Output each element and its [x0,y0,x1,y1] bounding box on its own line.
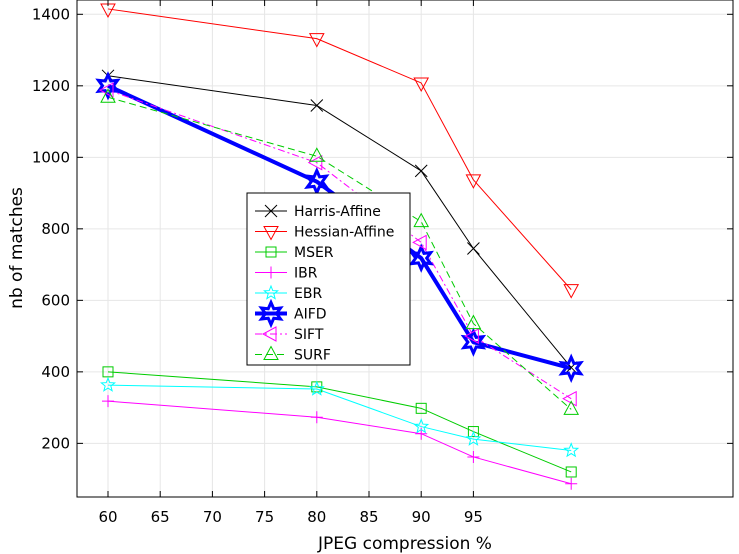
legend-marker-harris-affine [264,204,278,218]
x-axis-label: JPEG compression % [317,534,492,554]
legend-label-mser: MSER [294,245,334,261]
legend-marker-aifd [258,298,284,329]
point-aifd-95 [460,327,487,357]
x-tick-label-60: 60 [98,508,117,526]
legend-marker-hessian-affine [263,226,279,241]
point-hessian-affine-80 [308,33,325,48]
point-ebr-80 [308,380,325,396]
series-lines [107,8,572,485]
point-sift-80 [307,154,323,171]
legend-marker-sift [261,326,277,342]
point-ibr-60 [102,395,114,408]
y-tick-label-1400: 1400 [32,5,70,23]
legend-marker-mser [265,246,277,258]
point-hessian-affine-90 [413,77,430,93]
point-surf-90 [413,212,430,228]
point-harris-affine-95 [467,242,480,255]
x-tick-label-80: 80 [307,508,326,526]
series-line-surf [107,96,572,410]
legend-label-hessian-affine: Hessian-Affine [294,225,394,241]
point-mser-90 [415,402,427,414]
y-tick-label-400: 400 [41,363,70,381]
point-sift-90 [412,234,427,251]
legend-label-ebr: EBR [294,286,322,302]
point-ibr-98 [565,477,578,490]
plot-frame [76,0,734,498]
point-sift-98 [562,390,577,407]
point-sift-60 [98,82,114,98]
series-line-aifd [107,83,572,371]
legend-label-harris-affine: Harris-Affine [294,204,381,220]
point-hessian-affine-95 [465,174,482,189]
point-hessian-affine-98 [563,284,580,299]
x-tick-label-90: 90 [412,508,431,526]
point-surf-98 [563,400,580,415]
point-mser-98 [565,466,577,478]
x-tick-label-85: 85 [359,508,378,526]
y-tick-label-1000: 1000 [32,148,70,166]
point-surf-80 [308,147,325,162]
series-line-mser [107,371,572,473]
point-surf-95 [465,314,482,330]
legend-box [246,192,411,366]
point-mser-95 [467,426,479,438]
legend: Harris-Affine Hessian-Affine MSER IBR EBR AIF… [246,192,411,366]
x-axis-ticks: 60 65 70 75 80 85 90 95 [98,0,483,526]
point-aifd-90 [408,243,434,273]
legend-marker-ibr [265,266,277,279]
y-tick-label-600: 600 [41,291,70,309]
point-ebr-60 [100,376,116,392]
legend-marker-ebr [263,284,279,300]
legend-marker-surf [263,345,279,360]
legend-label-aifd: AIFD [294,307,327,323]
point-harris-affine-80 [310,99,324,112]
y-tick-label-1200: 1200 [32,77,70,95]
point-aifd-60 [95,71,121,101]
series-line-ebr [107,384,572,452]
point-sift-95 [464,328,479,344]
point-ebr-98 [563,442,580,458]
y-axis-label: nb of matches [7,187,27,309]
point-ibr-80 [310,411,323,424]
point-aifd-98 [558,353,584,383]
legend-label-surf: SURF [294,348,331,364]
x-tick-label-70: 70 [203,508,222,526]
x-tick-label-95: 95 [464,508,483,526]
x-tick-label-65: 65 [151,508,170,526]
x-tick-label-75: 75 [255,508,274,526]
legend-label-ibr: IBR [294,266,318,282]
point-surf-60 [100,88,116,103]
series-line-sift [107,89,572,400]
point-ebr-95 [465,430,482,446]
y-axis-ticks: 200 400 600 800 1000 1200 1400 [32,5,733,452]
point-ibr-95 [467,450,480,463]
point-harris-affine-90 [414,164,428,178]
y-tick-label-200: 200 [41,434,70,452]
legend-label-sift: SIFT [294,327,324,343]
series-line-hessian-affine [107,8,572,290]
y-tick-label-800: 800 [41,220,70,238]
point-ebr-90 [413,418,430,434]
